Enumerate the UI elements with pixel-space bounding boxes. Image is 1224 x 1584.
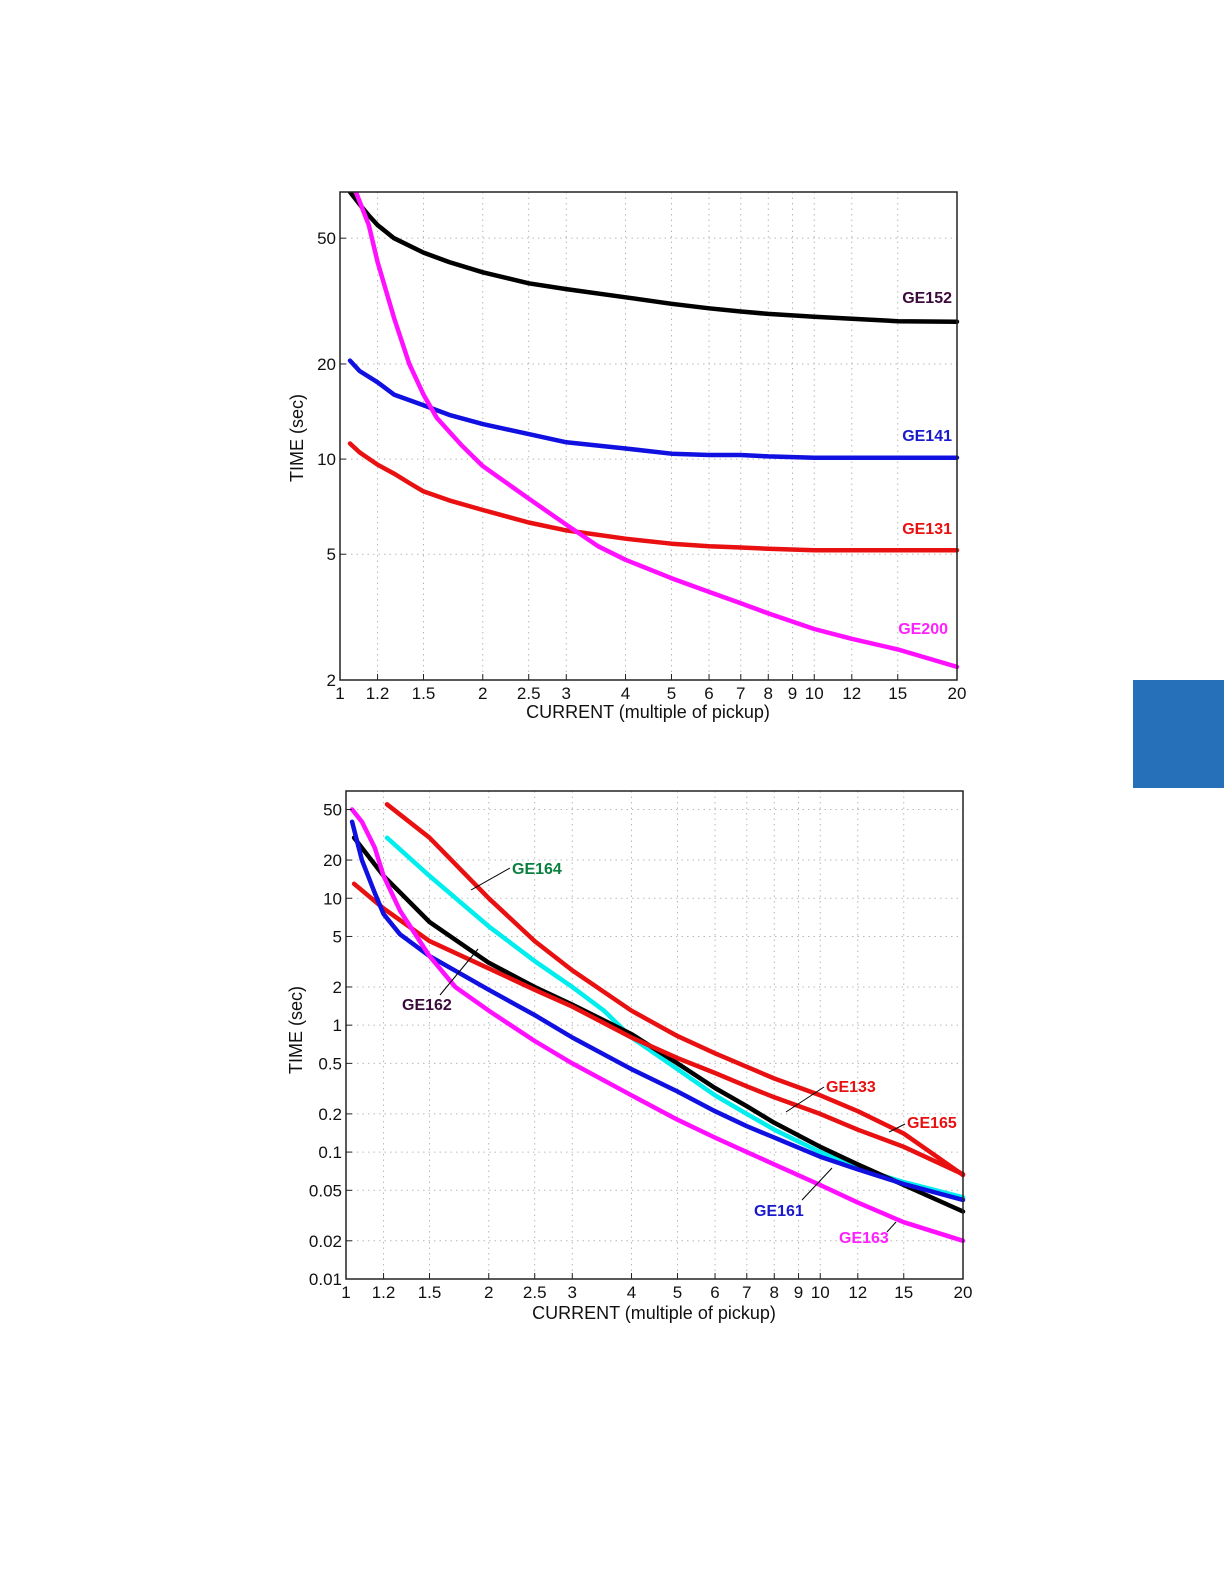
y-tick-label: 0.2 — [318, 1105, 342, 1124]
y-tick-label: 0.02 — [309, 1232, 342, 1251]
x-tick-label: 1 — [341, 1283, 350, 1302]
x-tick-label: 2 — [484, 1283, 493, 1302]
leader-line-ge162 — [439, 948, 479, 996]
y-tick-label: 1 — [333, 1016, 342, 1035]
y-tick-label: 2 — [333, 978, 342, 997]
x-tick-label: 8 — [770, 1283, 779, 1302]
x-tick-label: 1.2 — [372, 1283, 396, 1302]
leader-line-ge161 — [801, 1167, 833, 1201]
y-tick-label: 5 — [333, 927, 342, 946]
y-tick-label: 0.1 — [318, 1143, 342, 1162]
y-tick-label: 0.01 — [309, 1270, 342, 1289]
curve-label-ge131: GE131 — [902, 521, 952, 538]
leader-line-ge133 — [785, 1086, 825, 1113]
plot-clip-top — [286, 751, 1023, 791]
leader-line-ge165 — [888, 1123, 906, 1133]
x-tick-label: 1.2 — [366, 684, 390, 703]
x-tick-label: 7 — [742, 1283, 751, 1302]
x-tick-label: 20 — [948, 684, 967, 703]
curve-label-ge165: GE165 — [907, 1115, 957, 1132]
x-tick-label: 1 — [335, 684, 344, 703]
x-axis-label: CURRENT (multiple of pickup) — [532, 1303, 776, 1323]
series-line-ge164 — [384, 835, 966, 1200]
x-tick-label: 15 — [894, 1283, 913, 1302]
series-line-ge141 — [347, 358, 960, 460]
chart-top: 1 1.2 1.5 2 2.5 3 4 5 6 7 8 9 10 12 15 2025102050CURREN… — [280, 152, 1017, 722]
series-line-ge200 — [353, 189, 960, 670]
x-tick-label: 6 — [704, 684, 713, 703]
series-line-ge133 — [351, 881, 966, 1177]
grid — [340, 192, 957, 680]
x-tick-label: 2.5 — [517, 684, 541, 703]
plot-clip-top — [280, 152, 1017, 192]
x-tick-label: 15 — [888, 684, 907, 703]
x-tick-label: 12 — [848, 1283, 867, 1302]
series-line-ge162 — [351, 835, 966, 1214]
x-tick-label: 2.5 — [523, 1283, 547, 1302]
series-line-ge152 — [347, 189, 960, 324]
curve-label-ge133: GE133 — [826, 1079, 876, 1096]
y-tick-label: 0.5 — [318, 1054, 342, 1073]
y-tick-label: 20 — [317, 355, 336, 374]
curve-label-ge141: GE141 — [902, 428, 952, 445]
x-tick-label: 9 — [788, 684, 797, 703]
curve-label-ge152: GE152 — [902, 290, 952, 307]
y-tick-label: 10 — [323, 889, 342, 908]
y-tick-label: 50 — [323, 801, 342, 820]
x-tick-label: 3 — [562, 684, 571, 703]
curve-label-ge162: GE162 — [402, 997, 452, 1014]
curve-label-ge200: GE200 — [898, 621, 948, 638]
x-axis-label: CURRENT (multiple of pickup) — [526, 702, 770, 722]
x-tick-label: 1.5 — [412, 684, 436, 703]
x-tick-label: 12 — [842, 684, 861, 703]
series-line-ge163 — [349, 807, 966, 1244]
y-tick-label: 10 — [317, 450, 336, 469]
x-tick-label: 8 — [764, 684, 773, 703]
y-tick-label: 20 — [323, 851, 342, 870]
curve-label-ge164: GE164 — [512, 861, 562, 878]
y-axis-label: TIME (sec) — [286, 986, 306, 1074]
curve-label-ge163: GE163 — [839, 1230, 889, 1247]
x-tick-label: 4 — [621, 684, 630, 703]
leader-line-ge164 — [470, 867, 511, 891]
x-tick-label: 4 — [627, 1283, 636, 1302]
x-tick-label: 2 — [478, 684, 487, 703]
y-tick-label: 0.05 — [309, 1181, 342, 1200]
x-tick-label: 10 — [805, 684, 824, 703]
x-tick-label: 9 — [794, 1283, 803, 1302]
x-tick-label: 1.5 — [418, 1283, 442, 1302]
curve-label-ge161: GE161 — [754, 1203, 804, 1220]
x-tick-label: 6 — [710, 1283, 719, 1302]
y-tick-label: 50 — [317, 229, 336, 248]
x-tick-label: 5 — [673, 1283, 682, 1302]
series-line-ge165 — [384, 802, 966, 1178]
x-tick-label: 10 — [811, 1283, 830, 1302]
x-tick-label: 20 — [954, 1283, 973, 1302]
x-tick-label: 7 — [736, 684, 745, 703]
chapter-tab — [1133, 680, 1224, 788]
x-tick-label: 3 — [568, 1283, 577, 1302]
chart-bottom: 1 1.2 1.5 2 2.5 3 4 5 6 7 8 9 10 12 15 200.010.020.050.… — [286, 751, 1023, 1323]
plot-frame — [339, 191, 958, 681]
series-line-ge161 — [349, 819, 966, 1203]
y-tick-label: 2 — [327, 671, 336, 690]
x-tick-label: 5 — [667, 684, 676, 703]
y-axis-label: TIME (sec) — [287, 394, 307, 482]
leader-line-ge163 — [886, 1221, 897, 1233]
series-line-ge131 — [347, 441, 960, 553]
y-tick-label: 5 — [327, 545, 336, 564]
plot-frame — [345, 790, 964, 1280]
